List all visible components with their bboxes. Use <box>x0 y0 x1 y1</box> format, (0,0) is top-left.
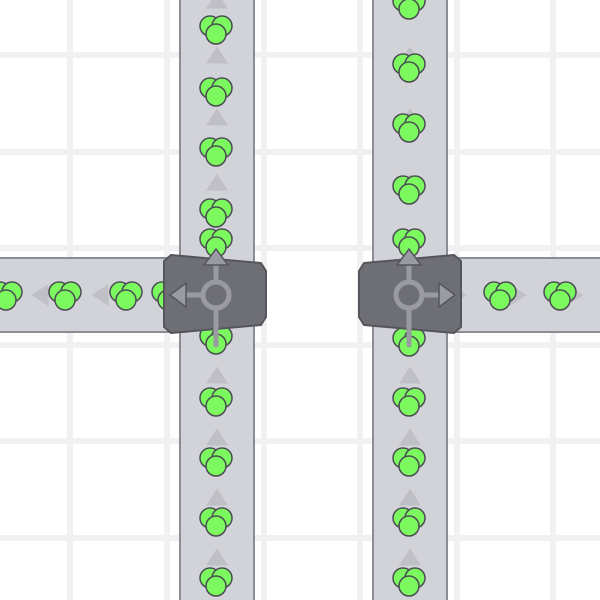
item-green-cluster <box>392 113 426 143</box>
belt-arrow-icon <box>399 428 421 446</box>
split-arrows-icon <box>393 247 457 348</box>
item-green-cluster <box>199 507 233 537</box>
item-green-cluster <box>199 447 233 477</box>
belt-arrow-icon <box>206 0 228 9</box>
splitter-right[interactable] <box>358 247 462 348</box>
splitter-body <box>358 254 462 334</box>
grid-line <box>0 438 600 444</box>
belt-arrow-icon <box>31 284 49 306</box>
item-green-cluster <box>392 507 426 537</box>
item-green-cluster <box>199 137 233 167</box>
belt-arrow-icon <box>206 548 228 566</box>
belt-arrow-icon <box>399 366 421 384</box>
item-green-cluster <box>199 387 233 417</box>
item-green-cluster <box>392 0 426 20</box>
item-green-cluster <box>0 281 23 311</box>
item-green-cluster <box>483 281 517 311</box>
item-green-cluster <box>392 387 426 417</box>
splitters <box>163 247 462 348</box>
item-green-cluster <box>199 77 233 107</box>
splitter-left[interactable] <box>163 247 267 348</box>
item-green-cluster <box>392 228 426 258</box>
item-green-cluster <box>543 281 577 311</box>
item-green-cluster <box>199 567 233 597</box>
belt-arrow-icon <box>206 173 228 191</box>
belt-arrow-icon <box>206 428 228 446</box>
belt-arrow-icon <box>206 46 228 64</box>
item-green-cluster <box>199 15 233 45</box>
grid-line <box>0 149 600 155</box>
grid-line <box>0 535 600 541</box>
item-green-cluster <box>48 281 82 311</box>
item-green-cluster <box>109 281 143 311</box>
item-green-cluster <box>392 175 426 205</box>
grid-line <box>0 52 600 58</box>
item-green-cluster <box>392 53 426 83</box>
belt-arrow-icon <box>399 548 421 566</box>
grid-line <box>0 342 600 348</box>
splitter-body <box>163 254 267 334</box>
item-green-cluster <box>392 447 426 477</box>
item-green-cluster <box>199 198 233 228</box>
item-green-cluster <box>392 567 426 597</box>
belt-arrow-icon <box>91 284 109 306</box>
belt-arrow-icon <box>399 488 421 506</box>
grid-line <box>0 245 600 251</box>
belt-arrow-icon <box>206 108 228 126</box>
split-arrows-icon <box>168 247 232 348</box>
belt-arrow-icon <box>206 366 228 384</box>
belt-arrow-icon <box>206 488 228 506</box>
